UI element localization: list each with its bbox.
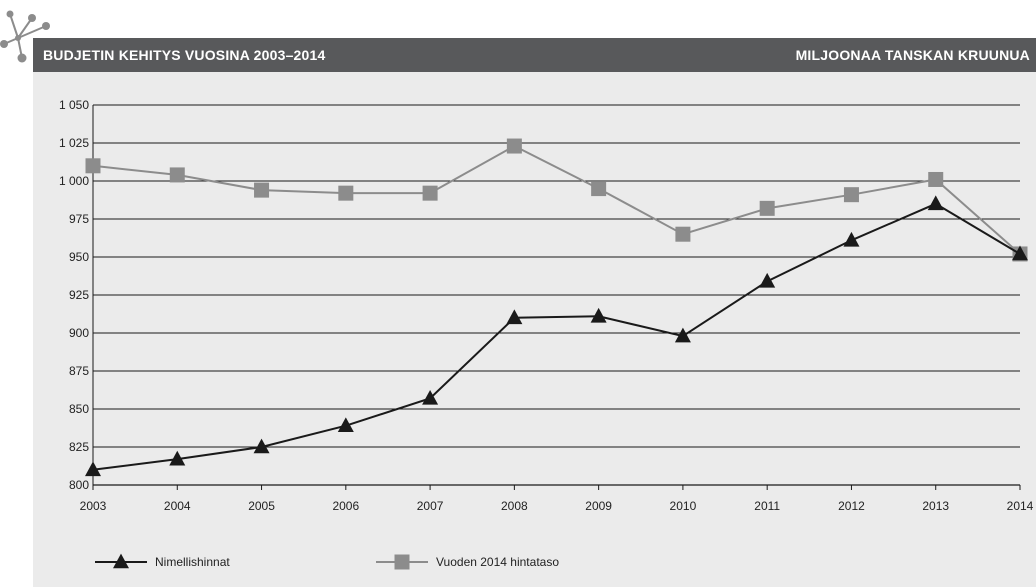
x-tick-label: 2012	[838, 499, 865, 513]
x-tick-label: 2010	[670, 499, 697, 513]
data-point-real	[338, 185, 354, 201]
data-point-nominal	[759, 272, 776, 288]
y-tick-label: 875	[69, 364, 89, 378]
x-tick-label: 2008	[501, 499, 528, 513]
y-tick-label: 900	[69, 326, 89, 340]
x-tick-label: 2004	[164, 499, 191, 513]
logo-icon	[0, 10, 50, 63]
y-tick-label: 975	[69, 212, 89, 226]
data-point-real	[843, 187, 859, 203]
x-tick-label: 2014	[1007, 499, 1034, 513]
data-point-real	[169, 167, 185, 183]
legend: Nimellishinnat Vuoden 2014 hintataso	[95, 553, 559, 570]
series-line-nominal	[92, 202, 1021, 471]
x-tick-label: 2003	[80, 499, 107, 513]
data-point-real	[675, 226, 691, 242]
data-point-nominal	[422, 389, 439, 405]
data-point-nominal	[843, 231, 860, 247]
legend-marker	[394, 554, 410, 570]
y-tick-label: 950	[69, 250, 89, 264]
x-tick-label: 2013	[922, 499, 949, 513]
data-point-nominal	[674, 327, 691, 343]
data-point-real	[591, 181, 607, 197]
data-point-real	[759, 200, 775, 216]
x-tick-label: 2005	[248, 499, 275, 513]
x-tick-label: 2006	[332, 499, 359, 513]
legend-marker	[113, 553, 129, 569]
data-point-nominal	[253, 438, 270, 454]
legend-label: Vuoden 2014 hintataso	[436, 555, 559, 569]
data-point-nominal	[85, 461, 101, 477]
data-point-nominal	[1012, 245, 1028, 261]
data-point-real	[506, 138, 522, 154]
y-tick-label: 825	[69, 440, 89, 454]
y-tick-label: 800	[69, 478, 89, 492]
y-tick-label: 1 025	[59, 136, 89, 150]
chart-title: BUDJETIN KEHITYS VUOSINA 2003–2014	[43, 47, 326, 63]
data-point-nominal	[590, 307, 607, 323]
chart-header: BUDJETIN KEHITYS VUOSINA 2003–2014 MILJO…	[33, 38, 1036, 72]
y-tick-label: 1 050	[59, 98, 89, 112]
data-point-nominal	[927, 195, 944, 211]
data-point-real	[254, 182, 270, 198]
data-point-nominal	[337, 417, 354, 433]
x-tick-label: 2011	[754, 499, 780, 513]
x-tick-label: 2009	[585, 499, 612, 513]
y-tick-label: 1 000	[59, 174, 89, 188]
data-point-real	[928, 171, 944, 187]
data-point-real	[422, 185, 438, 201]
y-axis-ticks: 800 825 850 875 900 925 950 975 1 000 1 025 1 050	[59, 98, 89, 492]
chart-panel: 800 825 850 875 900 925 950 975 1 000 1 025 1 050 …	[33, 72, 1036, 587]
data-point-nominal	[169, 450, 186, 466]
y-tick-label: 850	[69, 402, 89, 416]
data-point-real	[85, 158, 101, 174]
chart-unit-label: MILJOONAA TANSKAN KRUUNUA	[795, 47, 1030, 63]
legend-label: Nimellishinnat	[155, 555, 230, 569]
x-tick-label: 2007	[417, 499, 444, 513]
grid-lines	[93, 104, 1020, 486]
y-tick-label: 925	[69, 288, 89, 302]
data-point-nominal	[506, 309, 523, 325]
series-group	[85, 138, 1028, 477]
series-line-real	[92, 144, 1021, 255]
